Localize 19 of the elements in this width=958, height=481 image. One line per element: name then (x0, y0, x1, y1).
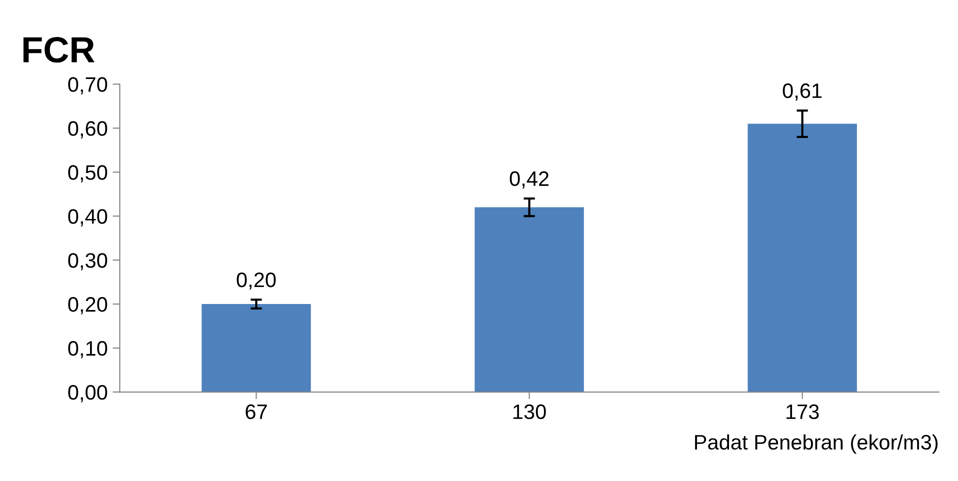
y-tick-label: 0,30 (68, 253, 108, 270)
x-tick-label: 173 (786, 404, 819, 420)
y-tick-label: 0,10 (68, 341, 108, 358)
y-tick-label: 0,70 (68, 77, 108, 94)
x-axis-title: Padat Penebran (ekor/m3) (695, 434, 938, 454)
y-tick-label: 0,50 (68, 165, 108, 182)
y-tick-label: 0,00 (68, 385, 108, 402)
data-label: 0,42 (510, 171, 549, 189)
bar (202, 304, 311, 392)
x-tick-label: 67 (246, 404, 267, 420)
y-tick-label: 0,20 (68, 297, 108, 314)
bar (748, 124, 857, 392)
bar (474, 207, 584, 392)
x-tick-label: 130 (514, 404, 546, 420)
data-label: 0,61 (782, 83, 822, 101)
chart-title: FCR (23, 37, 95, 63)
y-tick-label: 0,60 (68, 121, 108, 138)
data-label: 0,20 (236, 272, 276, 290)
y-tick-label: 0,40 (68, 209, 108, 226)
